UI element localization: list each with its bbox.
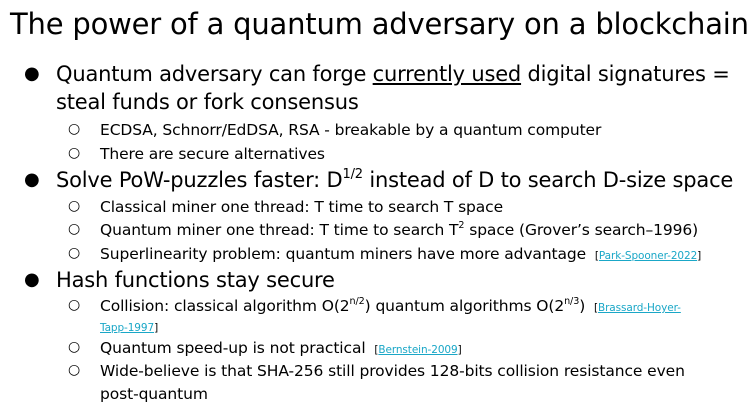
hollow-bullet-icon: ○ (68, 339, 81, 355)
bullet-quantum-adversary: ● Quantum adversary can forge currently … (24, 62, 730, 86)
sub-bullet-text: ) (579, 297, 586, 315)
hollow-bullet-icon: ○ (68, 121, 81, 137)
bullet-icon: ● (24, 63, 40, 84)
bullet-text: digital signatures = (521, 62, 730, 86)
sub-bullet-text: Wide-believe is that SHA-256 still provi… (100, 362, 685, 380)
bullet-icon: ● (24, 169, 40, 190)
sub-bullet-text: Collision: classical algorithm O(2 (100, 297, 350, 315)
sub-bullet-collision: ○ Collision: classical algorithm O(2n/2)… (68, 296, 681, 318)
underlined-text: currently used (372, 62, 522, 86)
sub-bullet-speedup: ○ Quantum speed-up is not practical [Ber… (68, 338, 462, 360)
sub-bullet-text: ) quantum algorithms O(2 (364, 297, 565, 315)
bullet-text: Quantum adversary can forge (56, 62, 373, 86)
sub-bullet-text: Classical miner one thread: T time to se… (100, 198, 504, 216)
sub-bullet-text: space (Grover’s search–1996) (464, 221, 699, 239)
sub-bullet-text: post-quantum (100, 385, 208, 403)
sub-bullet-sha256: ○ Wide-believe is that SHA-256 still pro… (68, 361, 685, 381)
sub-bullet-text: Quantum speed-up is not practical (100, 339, 366, 357)
sub-bullet-alternatives: ○ There are secure alternatives (68, 144, 325, 164)
bullet-text: Hash functions stay secure (56, 268, 335, 292)
sub-bullet-text: ECDSA, Schnorr/EdDSA, RSA - breakable by… (100, 121, 602, 139)
sub-bullet-quantum-miner: ○ Quantum miner one thread: T time to se… (68, 220, 699, 240)
citation-link-brassard[interactable]: Brassard-Hoyer- (597, 302, 681, 314)
superscript: n/2 (349, 296, 365, 308)
sub-bullet-text: There are secure alternatives (100, 145, 325, 163)
citation-link-park-spooner[interactable]: Park-Spooner-2022 (598, 250, 698, 262)
bullet-icon: ● (24, 269, 40, 290)
sub-bullet-superlinearity: ○ Superlinearity problem: quantum miners… (68, 244, 702, 266)
sub-bullet-sha256-continuation: post-quantum (100, 384, 208, 404)
citation: Tapp-1997] (100, 322, 159, 334)
hollow-bullet-icon: ○ (68, 297, 81, 313)
bullet-continuation: steal funds or fork consensus (56, 90, 359, 114)
hollow-bullet-icon: ○ (68, 221, 81, 237)
sub-bullet-classical-miner: ○ Classical miner one thread: T time to … (68, 197, 504, 217)
citation-continuation: Tapp-1997] (100, 316, 158, 338)
citation: [Brassard-Hoyer- (593, 302, 681, 314)
superscript: 2 (458, 220, 465, 232)
bullet-text: instead of D to search D-size space (362, 168, 734, 192)
citation: [Park-Spooner-2022] (594, 250, 702, 262)
hollow-bullet-icon: ○ (68, 198, 81, 214)
superscript: 1/2 (342, 167, 364, 183)
sub-bullet-signatures: ○ ECDSA, Schnorr/EdDSA, RSA - breakable … (68, 120, 602, 140)
hollow-bullet-icon: ○ (68, 362, 81, 378)
sub-bullet-text: Superlinearity problem: quantum miners h… (100, 245, 587, 263)
hollow-bullet-icon: ○ (68, 245, 81, 261)
hollow-bullet-icon: ○ (68, 145, 81, 161)
bullet-pow: ● Solve PoW-puzzles faster: D1/2 instead… (24, 167, 734, 192)
superscript: n/3 (564, 296, 580, 308)
citation-link-brassard-cont[interactable]: Tapp-1997 (100, 322, 155, 334)
sub-bullet-text: Quantum miner one thread: T time to sear… (100, 221, 459, 239)
citation: [Bernstein-2009] (374, 344, 462, 356)
bullet-text: Solve PoW-puzzles faster: D (56, 168, 343, 192)
slide-title: The power of a quantum adversary on a bl… (10, 7, 749, 41)
bullet-hash-functions: ● Hash functions stay secure (24, 268, 335, 292)
bullet-text: steal funds or fork consensus (56, 90, 359, 114)
citation-link-bernstein[interactable]: Bernstein-2009 (378, 344, 458, 356)
